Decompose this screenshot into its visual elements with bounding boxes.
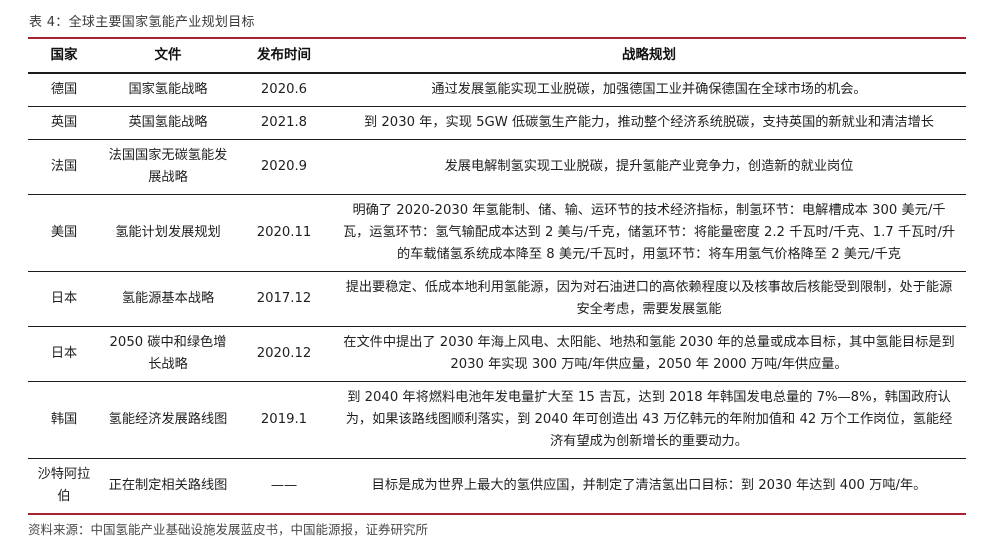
document-cell: 英国氢能战略 xyxy=(100,106,236,140)
header-document: 文件 xyxy=(100,38,236,74)
country-cell: 法国 xyxy=(28,139,100,195)
header-date: 发布时间 xyxy=(236,38,332,74)
date-cell: 2019.1 xyxy=(236,381,332,459)
document-cell: 氢能经济发展路线图 xyxy=(100,381,236,459)
country-cell: 美国 xyxy=(28,194,100,272)
header-plan: 战略规划 xyxy=(332,38,966,74)
header-country: 国家 xyxy=(28,38,100,74)
document-cell: 法国国家无碳氢能发展战略 xyxy=(100,139,236,195)
report-table-section: 表 4：全球主要国家氢能产业规划目标 国家 文件 发布时间 战略规划 德国 国家… xyxy=(28,15,966,515)
country-cell: 日本 xyxy=(28,271,100,327)
plan-cell: 明确了 2020-2030 年氢能制、储、输、运环节的技术经济指标，制氢环节：电… xyxy=(332,194,966,272)
plan-cell: 到 2040 年将燃料电池年发电量扩大至 15 吉瓦，达到 2018 年韩国发电… xyxy=(332,381,966,459)
document-cell: 氢能计划发展规划 xyxy=(100,194,236,272)
date-cell: 2020.12 xyxy=(236,326,332,382)
table-row: 韩国 氢能经济发展路线图 2019.1 到 2040 年将燃料电池年发电量扩大至… xyxy=(28,381,966,459)
source-note: 资料来源：中国氢能产业基础设施发展蓝皮书，中国能源报，证券研究所 xyxy=(28,522,429,537)
table-row: 日本 2050 碳中和绿色增长战略 2020.12 在文件中提出了 2030 年… xyxy=(28,326,966,382)
date-cell: 2020.11 xyxy=(236,194,332,272)
date-cell: 2017.12 xyxy=(236,271,332,327)
plan-cell: 到 2030 年，实现 5GW 低碳氢生产能力，推动整个经济系统脱碳，支持英国的… xyxy=(332,106,966,140)
table-title: 表 4：全球主要国家氢能产业规划目标 xyxy=(29,15,255,30)
date-cell: 2020.9 xyxy=(236,139,332,195)
plan-cell: 在文件中提出了 2030 年海上风电、太阳能、地热和氢能 2030 年的总量或成… xyxy=(332,326,966,382)
plan-cell: 发展电解制氢实现工业脱碳，提升氢能产业竞争力，创造新的就业岗位 xyxy=(332,139,966,195)
table-row: 法国 法国国家无碳氢能发展战略 2020.9 发展电解制氢实现工业脱碳，提升氢能… xyxy=(28,139,966,195)
hydrogen-policy-table: 国家 文件 发布时间 战略规划 德国 国家氢能战略 2020.6 通过发展氢能实… xyxy=(28,37,966,515)
country-cell: 韩国 xyxy=(28,381,100,459)
date-cell: 2021.8 xyxy=(236,106,332,140)
country-cell: 英国 xyxy=(28,106,100,140)
country-cell: 德国 xyxy=(28,73,100,107)
plan-cell: 目标是成为世界上最大的氢供应国，并制定了清洁氢出口目标：到 2030 年达到 4… xyxy=(371,478,927,493)
plan-cell: 通过发展氢能实现工业脱碳，加强德国工业并确保德国在全球市场的机会。 xyxy=(332,73,966,107)
table-row: 日本 氢能源基本战略 2017.12 提出要稳定、低成本地利用氢能源，因为对石油… xyxy=(28,271,966,327)
date-cell: 2020.6 xyxy=(236,73,332,107)
table-row: 德国 国家氢能战略 2020.6 通过发展氢能实现工业脱碳，加强德国工业并确保德… xyxy=(28,73,966,107)
document-cell: 国家氢能战略 xyxy=(100,73,236,107)
document-cell: 2050 碳中和绿色增长战略 xyxy=(100,326,236,382)
plan-cell: 提出要稳定、低成本地利用氢能源，因为对石油进口的高依赖程度以及核事故后核能受到限… xyxy=(332,271,966,327)
table-header-row: 国家 文件 发布时间 战略规划 xyxy=(28,38,966,74)
document-cell: 氢能源基本战略 xyxy=(100,271,236,327)
country-cell: 沙特阿拉伯 xyxy=(37,467,91,504)
table-row: 沙特阿拉伯 正在制定相关路线图 —— 目标是成为世界上最大的氢供应国，并制定了清… xyxy=(28,459,966,515)
document-cell: 正在制定相关路线图 xyxy=(108,478,228,493)
date-cell: —— xyxy=(270,478,298,493)
table-row: 美国 氢能计划发展规划 2020.11 明确了 2020-2030 年氢能制、储… xyxy=(28,194,966,272)
table-row: 英国 英国氢能战略 2021.8 到 2030 年，实现 5GW 低碳氢生产能力… xyxy=(28,106,966,140)
country-cell: 日本 xyxy=(28,326,100,382)
